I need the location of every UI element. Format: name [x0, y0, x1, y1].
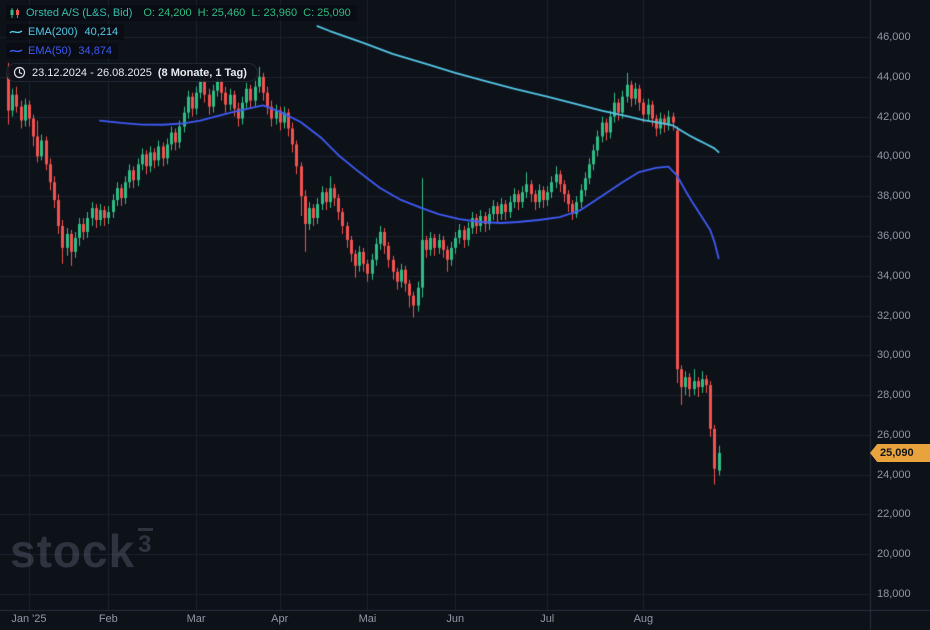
ema200-value: 40,214	[84, 26, 119, 38]
ema200-legend-row[interactable]: EMA(200) 40,214	[6, 24, 125, 40]
time-axis-label: Aug	[633, 613, 654, 625]
open-value: 24,200	[158, 7, 192, 19]
time-axis-label: Mar	[186, 613, 206, 625]
clock-icon	[13, 66, 26, 79]
price-axis-label: 38,000	[877, 190, 911, 203]
ema200-label: EMA(200)	[28, 26, 78, 38]
price-axis-label: 24,000	[877, 468, 911, 481]
price-axis-label: 42,000	[877, 110, 911, 123]
ema200-line-icon	[9, 30, 23, 34]
high-label: H:	[197, 7, 209, 19]
symbol-name: Orsted A/S (L&S, Bid)	[26, 7, 133, 19]
time-axis[interactable]: Jan '25 Feb Mar Apr Mai Jun Jul Aug	[0, 610, 870, 630]
time-axis-label: Jul	[540, 613, 555, 625]
ema50-label: EMA(50)	[28, 45, 72, 57]
price-axis-label: 18,000	[877, 588, 911, 600]
close-value: 25,090	[317, 7, 351, 19]
ema50-value: 34,874	[78, 45, 113, 57]
price-axis-label: 22,000	[877, 508, 911, 521]
last-price-badge: 25,090	[870, 443, 930, 462]
price-axis-label: 32,000	[877, 309, 911, 322]
open-label: O:	[143, 7, 155, 19]
price-axis-label: 26,000	[877, 428, 911, 441]
price-axis-label: 46,000	[877, 31, 911, 43]
low-label: L:	[251, 7, 261, 19]
date-range-text: 23.12.2024 - 26.08.2025	[32, 66, 152, 79]
high-value: 25,460	[211, 7, 246, 19]
ohlc-readout: O: 24,200 H: 25,460 L: 23,960 C: 25,090	[137, 6, 350, 20]
last-price-value: 25,090	[880, 446, 914, 459]
time-axis-label: Apr	[271, 613, 289, 625]
candlestick-icon	[10, 8, 19, 18]
chart-legend: Orsted A/S (L&S, Bid) O: 24,200 H: 25,460 L:…	[6, 5, 357, 82]
price-axis-label: 36,000	[877, 229, 911, 242]
stock3-watermark: stock 3	[10, 524, 153, 579]
range-duration-text: (8 Monate, 1 Tag)	[157, 66, 247, 79]
ema50-line-icon	[9, 49, 23, 53]
price-axis-label: 44,000	[877, 70, 911, 83]
time-axis-label: Jan '25	[11, 613, 47, 625]
ema50-legend-row[interactable]: EMA(50) 34,874	[6, 43, 119, 59]
price-axis-label: 20,000	[877, 548, 911, 561]
time-axis-label: Jun	[446, 613, 465, 625]
low-value: 23,960	[263, 7, 298, 19]
price-axis-label: 34,000	[877, 269, 911, 282]
time-axis-label: Feb	[98, 613, 118, 625]
symbol-legend-row[interactable]: Orsted A/S (L&S, Bid) O: 24,200 H: 25,460 L:…	[6, 5, 357, 21]
watermark-text: stock	[10, 525, 136, 577]
price-axis-label: 40,000	[877, 150, 911, 163]
date-range-chip[interactable]: 23.12.2024 - 26.08.2025 (8 Monate, 1 Tag…	[6, 63, 258, 82]
watermark-sup: 3	[138, 528, 153, 557]
price-axis[interactable]: 46,000 44,000 42,000 40,000 38,000 36,000 34,0…	[870, 0, 930, 610]
close-label: C:	[303, 7, 315, 19]
time-axis-label: Mai	[358, 613, 377, 625]
price-axis-label: 30,000	[877, 349, 911, 362]
price-axis-label: 28,000	[877, 389, 911, 402]
